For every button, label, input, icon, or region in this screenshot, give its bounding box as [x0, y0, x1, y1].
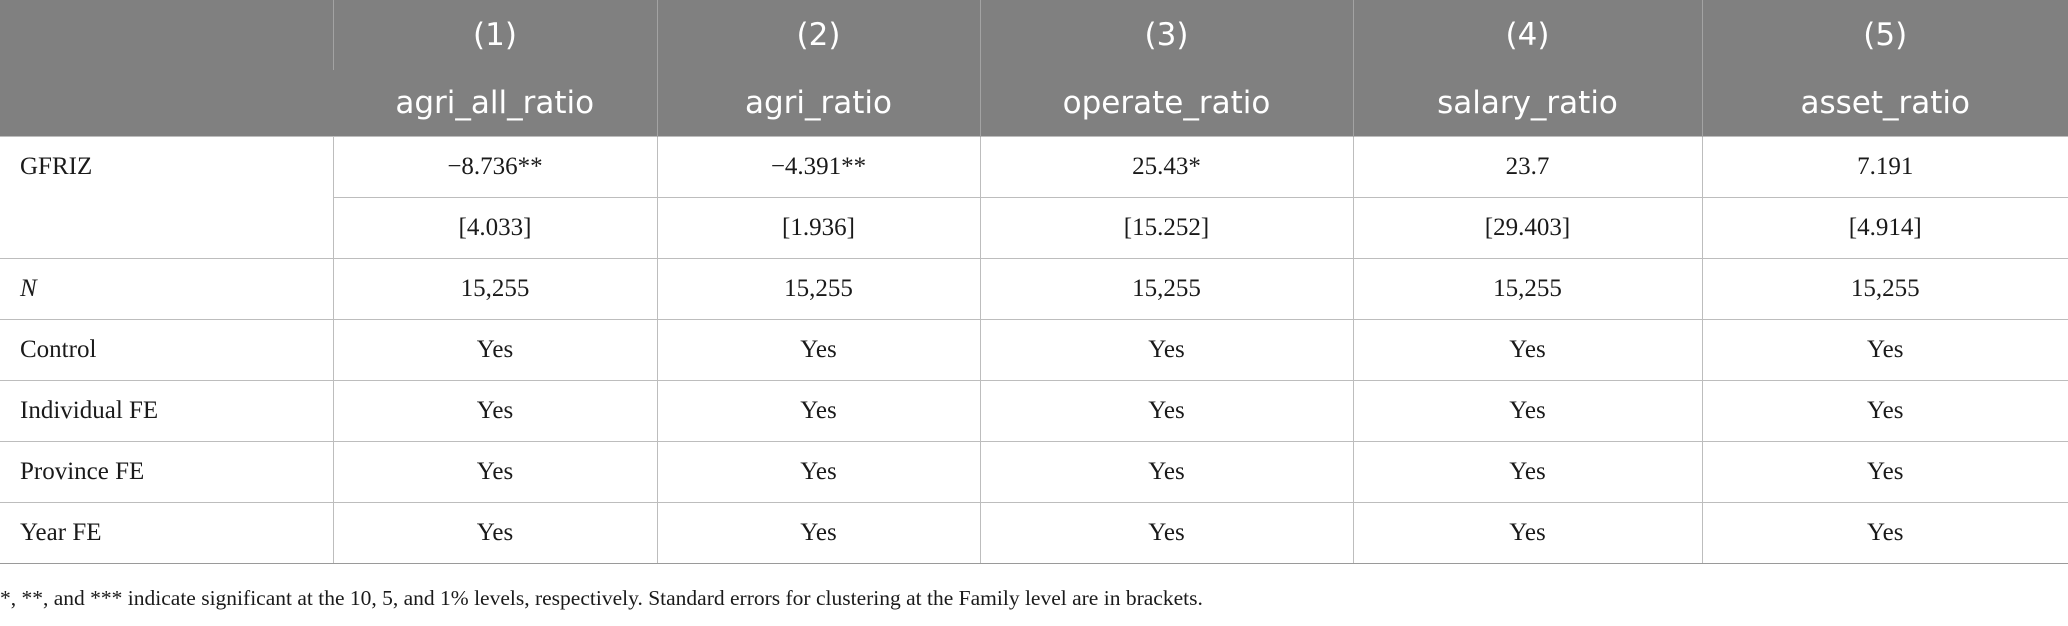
row-label-gfriz: GFRIZ — [0, 136, 334, 259]
column-variable-3: operate_ratio — [979, 70, 1353, 137]
row-label-control: Control — [0, 319, 334, 381]
se-cell-1: [4.033] — [332, 197, 658, 259]
province-fe-cell-2: Yes — [656, 441, 981, 503]
individual-fe-cell-5: Yes — [1701, 380, 2068, 442]
year-fe-cell-5: Yes — [1701, 502, 2068, 564]
table-row-n: N 15,255 15,255 15,255 15,255 15,255 — [0, 258, 2068, 320]
individual-fe-cell-2: Yes — [656, 380, 981, 442]
table-row-gfriz-se: [4.033] [1.936] [15.252] [29.403] [4.914… — [0, 197, 2068, 259]
column-variable-2: agri_ratio — [656, 70, 980, 137]
table-footnote: *, **, and *** indicate significant at t… — [0, 586, 1203, 610]
control-cell-2: Yes — [656, 319, 981, 381]
regression-table: (1) (2) (3) (4) (5) agri_all_ratio agri_… — [0, 0, 2068, 564]
n-cell-3: 15,255 — [979, 258, 1354, 320]
column-number-3: (3) — [979, 0, 1353, 70]
year-fe-cell-2: Yes — [656, 502, 981, 564]
se-cell-4: [29.403] — [1352, 197, 1703, 259]
coef-cell-1: −8.736** — [332, 136, 658, 198]
year-fe-cell-1: Yes — [332, 502, 658, 564]
n-cell-5: 15,255 — [1701, 258, 2068, 320]
column-number-5: (5) — [1701, 0, 2068, 70]
se-cell-5: [4.914] — [1701, 197, 2068, 259]
column-variable-4: salary_ratio — [1352, 70, 1702, 137]
table-row-gfriz-coef: GFRIZ −8.736** −4.391** 25.43* 23.7 7.19… — [0, 136, 2068, 259]
coef-cell-2: −4.391** — [656, 136, 981, 198]
control-cell-1: Yes — [332, 319, 658, 381]
province-fe-cell-3: Yes — [979, 441, 1354, 503]
se-cell-2: [1.936] — [656, 197, 981, 259]
n-cell-1: 15,255 — [332, 258, 658, 320]
column-variable-5: asset_ratio — [1701, 70, 2068, 137]
row-label-individual-fe: Individual FE — [0, 380, 334, 442]
header-row-numbers: (1) (2) (3) (4) (5) — [0, 0, 2068, 137]
row-label-year-fe: Year FE — [0, 502, 334, 564]
column-number-4: (4) — [1352, 0, 1702, 70]
header-stub-cell — [0, 0, 333, 137]
coef-cell-4: 23.7 — [1352, 136, 1703, 198]
individual-fe-cell-4: Yes — [1352, 380, 1703, 442]
individual-fe-cell-3: Yes — [979, 380, 1354, 442]
province-fe-cell-4: Yes — [1352, 441, 1703, 503]
table-row-individual-fe: Individual FE Yes Yes Yes Yes Yes — [0, 380, 2068, 442]
table-body: GFRIZ −8.736** −4.391** 25.43* 23.7 7.19… — [0, 136, 2068, 564]
coef-cell-3: 25.43* — [979, 136, 1354, 198]
year-fe-cell-4: Yes — [1352, 502, 1703, 564]
table-header: (1) (2) (3) (4) (5) agri_all_ratio agri_… — [0, 0, 2068, 137]
coef-cell-5: 7.191 — [1701, 136, 2068, 198]
control-cell-3: Yes — [979, 319, 1354, 381]
control-cell-4: Yes — [1352, 319, 1703, 381]
row-label-n: N — [0, 258, 334, 320]
province-fe-cell-1: Yes — [332, 441, 658, 503]
regression-table-container: (1) (2) (3) (4) (5) agri_all_ratio agri_… — [0, 0, 2068, 564]
year-fe-cell-3: Yes — [979, 502, 1354, 564]
se-cell-3: [15.252] — [979, 197, 1354, 259]
control-cell-5: Yes — [1701, 319, 2068, 381]
table-row-year-fe: Year FE Yes Yes Yes Yes Yes — [0, 502, 2068, 564]
n-cell-4: 15,255 — [1352, 258, 1703, 320]
row-label-province-fe: Province FE — [0, 441, 334, 503]
n-cell-2: 15,255 — [656, 258, 981, 320]
column-number-2: (2) — [656, 0, 980, 70]
province-fe-cell-5: Yes — [1701, 441, 2068, 503]
column-number-1: (1) — [332, 0, 657, 70]
header-row-variables: agri_all_ratio agri_ratio operate_ratio … — [0, 70, 2068, 137]
table-row-control: Control Yes Yes Yes Yes Yes — [0, 319, 2068, 381]
table-row-province-fe: Province FE Yes Yes Yes Yes Yes — [0, 441, 2068, 503]
individual-fe-cell-1: Yes — [332, 380, 658, 442]
column-variable-1: agri_all_ratio — [333, 70, 657, 137]
